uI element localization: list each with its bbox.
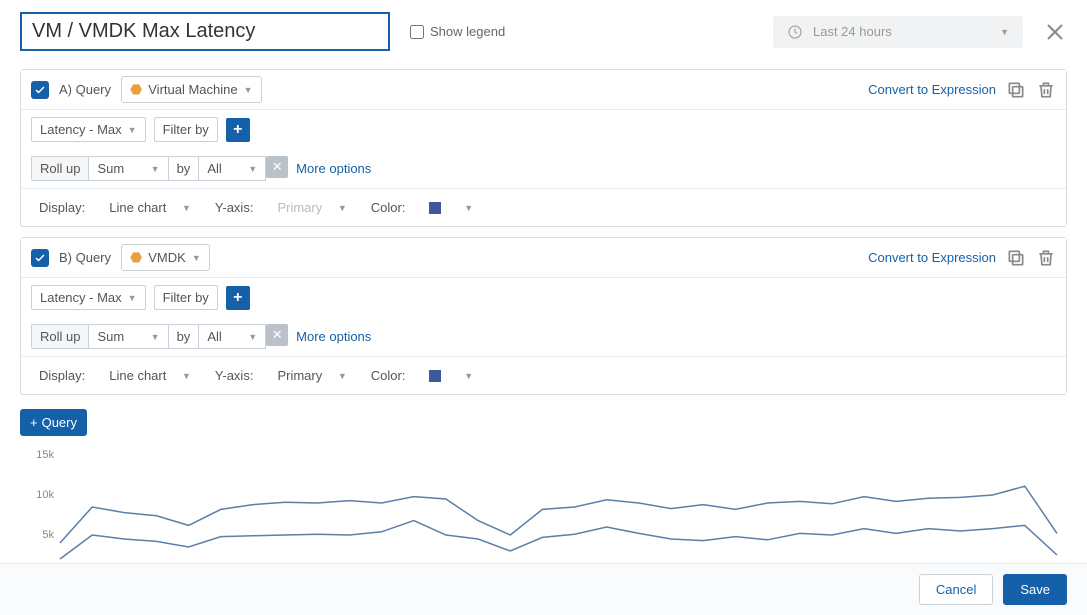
series-line-b (60, 521, 1057, 559)
add-filter-button[interactable]: + (226, 286, 250, 310)
display-label: Display: (31, 196, 93, 219)
resource-name: Virtual Machine (148, 82, 237, 97)
plus-icon: + (30, 415, 38, 430)
query-header: A) Query ⬣ Virtual Machine ▼ Convert to … (21, 70, 1066, 110)
chevron-down-icon: ▼ (244, 85, 253, 95)
series-line-a (60, 486, 1057, 543)
resource-selector[interactable]: ⬣ Virtual Machine ▼ (121, 76, 262, 103)
resource-name: VMDK (148, 250, 186, 265)
convert-to-expression-link[interactable]: Convert to Expression (868, 82, 996, 97)
metric-selector[interactable]: Latency - Max▼ (31, 285, 146, 310)
y-tick-label: 10k (36, 489, 54, 501)
time-range-label: Last 24 hours (813, 24, 892, 39)
chevron-down-icon: ▼ (1000, 27, 1009, 37)
rollup-label: Roll up (31, 324, 89, 349)
time-range-picker[interactable]: Last 24 hours ▼ (773, 16, 1023, 48)
color-selector[interactable]: ▼ (421, 196, 481, 219)
rollup-function-selector[interactable]: Sum ▼ (88, 156, 168, 181)
rollup-by-selector[interactable]: All ▼ (198, 324, 266, 349)
display-type-selector[interactable]: Line chart ▼ (101, 196, 199, 219)
rollup-function-selector[interactable]: Sum ▼ (88, 324, 168, 349)
cancel-button[interactable]: Cancel (919, 574, 993, 605)
query-enabled-checkbox[interactable] (31, 249, 49, 267)
rollup-by-label: by (168, 156, 200, 181)
y-tick-label: 15k (36, 450, 54, 461)
display-type-selector[interactable]: Line chart ▼ (101, 364, 199, 387)
query-label: A) Query (59, 82, 111, 97)
color-label: Color: (363, 196, 414, 219)
query-label: B) Query (59, 250, 111, 265)
rollup-by-selector[interactable]: All ▼ (198, 156, 266, 181)
remove-rollup-button[interactable]: ✕ (266, 324, 288, 346)
delete-icon[interactable] (1036, 80, 1056, 100)
chevron-down-icon: ▼ (192, 253, 201, 263)
query-block-a: A) Query ⬣ Virtual Machine ▼ Convert to … (20, 69, 1067, 227)
chart-title-input[interactable] (20, 12, 390, 51)
filter-by-selector[interactable]: Filter by (154, 117, 218, 142)
resource-icon: ⬣ (130, 81, 142, 98)
display-row: Display: Line chart ▼ Y-axis: Primary ▼ … (21, 188, 1066, 226)
query-header: B) Query ⬣ VMDK ▼ Convert to Expression (21, 238, 1066, 278)
y-tick-label: 5k (42, 529, 54, 541)
more-options-link[interactable]: More options (296, 161, 371, 176)
add-query-button[interactable]: + Query (20, 409, 87, 436)
rollup-label: Roll up (31, 156, 89, 181)
convert-to-expression-link[interactable]: Convert to Expression (868, 250, 996, 265)
close-icon[interactable] (1043, 20, 1067, 44)
yaxis-selector[interactable]: Primary ▼ (269, 196, 354, 219)
query-enabled-checkbox[interactable] (31, 81, 49, 99)
query-block-b: B) Query ⬣ VMDK ▼ Convert to Expression … (20, 237, 1067, 395)
rollup-by-label: by (168, 324, 200, 349)
show-legend-checkbox[interactable] (410, 25, 424, 39)
header-bar: Show legend Last 24 hours ▼ (0, 0, 1087, 63)
duplicate-icon[interactable] (1006, 80, 1026, 100)
yaxis-label: Y-axis: (207, 364, 262, 387)
add-query-label: Query (42, 415, 77, 430)
show-legend-toggle[interactable]: Show legend (410, 24, 505, 39)
duplicate-icon[interactable] (1006, 248, 1026, 268)
filter-by-selector[interactable]: Filter by (154, 285, 218, 310)
remove-rollup-button[interactable]: ✕ (266, 156, 288, 178)
yaxis-selector[interactable]: Primary ▼ (269, 364, 354, 387)
display-row: Display: Line chart ▼ Y-axis: Primary ▼ … (21, 356, 1066, 394)
add-filter-button[interactable]: + (226, 118, 250, 142)
color-selector[interactable]: ▼ (421, 364, 481, 387)
resource-selector[interactable]: ⬣ VMDK ▼ (121, 244, 210, 271)
metric-row: Latency - Max▼ Filter by + (21, 110, 1066, 149)
metric-row: Latency - Max▼ Filter by + (21, 278, 1066, 317)
clock-icon (787, 24, 803, 40)
show-legend-label: Show legend (430, 24, 505, 39)
display-label: Display: (31, 364, 93, 387)
color-label: Color: (363, 364, 414, 387)
rollup-row: Roll up Sum ▼ by All ▼ ✕ More options (21, 317, 1066, 356)
footer-bar: Cancel Save (0, 563, 1087, 615)
yaxis-label: Y-axis: (207, 196, 262, 219)
resource-icon: ⬣ (130, 249, 142, 266)
save-button[interactable]: Save (1003, 574, 1067, 605)
more-options-link[interactable]: More options (296, 329, 371, 344)
metric-selector[interactable]: Latency - Max▼ (31, 117, 146, 142)
delete-icon[interactable] (1036, 248, 1056, 268)
rollup-row: Roll up Sum ▼ by All ▼ ✕ More options (21, 149, 1066, 188)
